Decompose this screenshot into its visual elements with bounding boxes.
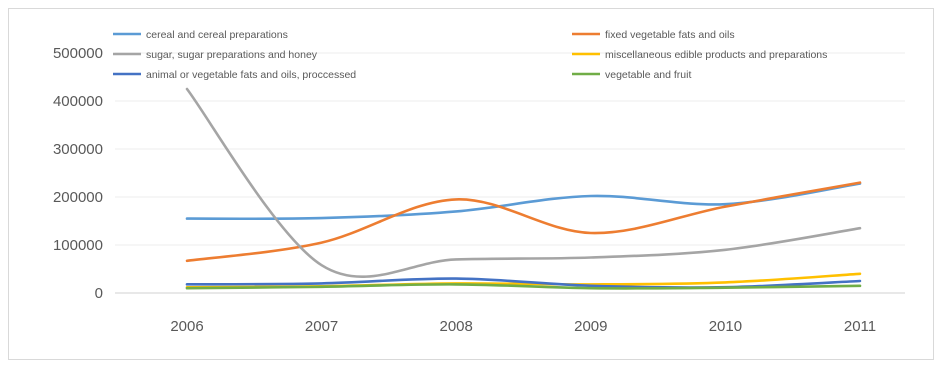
legend-label: cereal and cereal preparations <box>146 29 288 41</box>
x-tick-label: 2010 <box>709 318 742 335</box>
y-tick-label: 400000 <box>53 93 103 110</box>
series-lines <box>185 87 862 290</box>
x-tick-label: 2007 <box>305 318 338 335</box>
series-line-6 <box>185 283 862 290</box>
legend-label: animal or vegetable fats and oils, procc… <box>146 69 356 81</box>
legend: cereal and cereal preparations fixed vege… <box>113 29 827 81</box>
legend-label: vegetable and fruit <box>605 69 691 81</box>
chart-frame <box>8 8 934 360</box>
x-tick-label: 2011 <box>844 318 876 335</box>
x-tick-label: 2008 <box>440 318 473 335</box>
legend-label: miscellaneous edible products and prepar… <box>605 49 827 61</box>
y-tick-label: 300000 <box>53 141 103 158</box>
gridlines <box>115 52 905 294</box>
x-axis-ticks: 2006 2007 2008 2009 2010 2011 <box>170 318 876 335</box>
series-line-3 <box>185 87 862 279</box>
y-axis-ticks: 0 100000 200000 300000 400000 500000 <box>53 45 103 302</box>
y-tick-label: 0 <box>95 285 103 302</box>
y-tick-label: 100000 <box>53 237 103 254</box>
y-tick-label: 500000 <box>53 45 103 62</box>
y-tick-label: 200000 <box>53 189 103 206</box>
x-tick-label: 2006 <box>170 318 203 335</box>
x-tick-label: 2009 <box>574 318 607 335</box>
legend-label: fixed vegetable fats and oils <box>605 29 735 41</box>
legend-label: sugar, sugar preparations and honey <box>146 49 318 61</box>
series-line-2 <box>185 181 862 263</box>
